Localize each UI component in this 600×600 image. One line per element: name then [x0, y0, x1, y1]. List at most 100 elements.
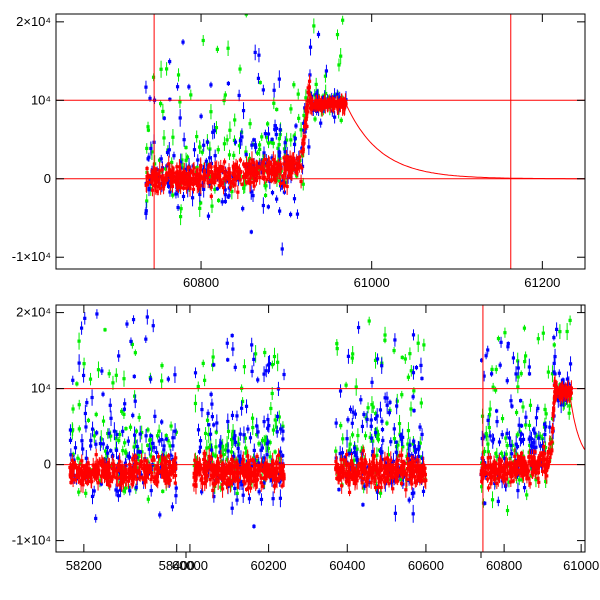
top-point-red-band: [343, 99, 348, 103]
bottom-point-blue-band: [90, 494, 95, 499]
bottom-point-blue-band: [414, 365, 419, 370]
top-point-green-band: [284, 181, 288, 185]
top-point-blue-band: [144, 209, 148, 213]
bottom-point-green-band: [225, 457, 229, 461]
top-point-blue-band: [206, 214, 211, 218]
bottom-point-blue-band: [115, 489, 119, 493]
bottom-point-red-band: [260, 468, 265, 473]
bottom-point-blue-band: [392, 479, 396, 483]
bottom-point-blue-band: [367, 480, 371, 484]
top-point-blue-band: [167, 148, 171, 152]
top-point-red-band: [165, 173, 170, 177]
top-point-red-band: [270, 164, 274, 169]
bottom-point-red-band: [362, 477, 366, 481]
bottom-point-red-band: [85, 480, 89, 485]
bottom-point-green-band: [367, 319, 371, 323]
bottom-point-green-band: [120, 409, 124, 414]
bottom-point-green-band: [244, 446, 248, 450]
bottom-point-red-band: [160, 458, 164, 462]
top-point-red-band: [248, 181, 252, 185]
top-point-blue-band: [198, 192, 202, 197]
bottom-point-red-band: [71, 461, 75, 465]
top-point-red-band: [191, 182, 196, 186]
top-point-green-band: [276, 146, 280, 150]
bottom-point-red-band: [99, 463, 103, 467]
bottom-point-green-band: [121, 449, 125, 453]
top-point-red-band: [323, 105, 327, 109]
bottom-point-blue-band: [123, 461, 128, 465]
bottom-point-blue-band: [392, 427, 396, 431]
bottom-point-green-band: [251, 425, 255, 430]
top-point-green-band: [151, 75, 156, 79]
bottom-point-red-band: [70, 458, 74, 462]
top-point-blue-band: [266, 205, 270, 209]
top-point-red-band: [235, 166, 240, 170]
bottom-point-green-band: [406, 375, 410, 379]
bottom-point-green-band: [98, 479, 102, 483]
top-point-red-band: [282, 183, 287, 187]
top-model-curve: [345, 103, 585, 180]
bottom-point-blue-band: [149, 488, 153, 493]
bottom-point-red-band: [118, 459, 122, 463]
bottom-point-red-band: [76, 475, 80, 480]
bottom-point-green-band: [362, 486, 366, 490]
bottom-point-red-band: [134, 467, 138, 472]
bottom-point-blue-band: [158, 513, 162, 517]
top-point-blue-band: [172, 154, 176, 158]
top-point-red-band: [282, 162, 286, 166]
bottom-point-green-band: [350, 356, 354, 360]
bottom-point-blue-band: [128, 489, 132, 493]
bottom-point-blue-band: [153, 414, 157, 418]
bottom-point-red-band: [245, 473, 249, 477]
bottom-point-blue-band: [412, 445, 417, 449]
bottom-point-red-band: [240, 460, 245, 464]
bottom-point-red-band: [243, 463, 247, 467]
bottom-point-red-band: [156, 455, 161, 459]
bottom-point-red-band: [405, 477, 409, 481]
top-point-red-band: [326, 104, 330, 108]
bottom-point-green-band: [235, 491, 239, 496]
bottom-point-green-band: [254, 352, 258, 356]
top-point-red-band: [208, 180, 212, 184]
top-point-red-band: [218, 167, 222, 171]
bottom-point-blue-band: [193, 371, 198, 375]
top-point-red-band: [237, 169, 242, 173]
bottom-point-green-band: [264, 436, 268, 440]
top-point-green-band: [159, 67, 163, 71]
bottom-point-red-band: [161, 468, 165, 472]
bottom-point-blue-band: [362, 412, 366, 417]
bottom-point-green-band: [383, 333, 387, 337]
top-point-blue-band: [262, 151, 266, 155]
bottom-point-red-band: [96, 481, 100, 485]
bottom-point-blue-band: [385, 396, 389, 400]
bottom-point-red-band: [200, 477, 204, 481]
top-point-red-band: [160, 174, 164, 179]
top-point-blue-band: [223, 188, 227, 192]
bottom-point-blue-band: [388, 400, 392, 404]
top-point-red-band: [298, 165, 302, 169]
top-point-red-band: [271, 157, 275, 162]
bottom-point-red-band: [148, 468, 152, 472]
bottom-point-green-band: [242, 365, 247, 369]
bottom-point-red-band: [86, 461, 90, 465]
bottom-point-blue-band: [144, 434, 148, 438]
bottom-point-green-band: [86, 418, 91, 422]
bottom-point-blue-band: [393, 338, 397, 342]
top-point-blue-band: [274, 126, 279, 131]
top-point-red-band: [281, 181, 285, 185]
top-point-red-band: [303, 124, 307, 128]
top-point-red-band: [301, 147, 305, 152]
bottom-point-blue-band: [232, 436, 236, 440]
bottom-point-blue-band: [353, 412, 358, 416]
bottom-point-red-band: [379, 485, 383, 490]
bottom-point-green-band: [213, 484, 217, 488]
bottom-point-blue-band: [117, 354, 121, 358]
bottom-point-blue-band: [407, 453, 411, 457]
top-point-red-band: [196, 185, 201, 189]
bottom-point-green-band: [229, 484, 233, 488]
bottom-point-blue-band: [275, 414, 280, 419]
bottom-point-blue-band: [241, 493, 245, 497]
bottom-point-green-band: [149, 446, 154, 450]
bottom-point-blue-band: [101, 442, 105, 446]
bottom-point-blue-band: [147, 447, 151, 451]
